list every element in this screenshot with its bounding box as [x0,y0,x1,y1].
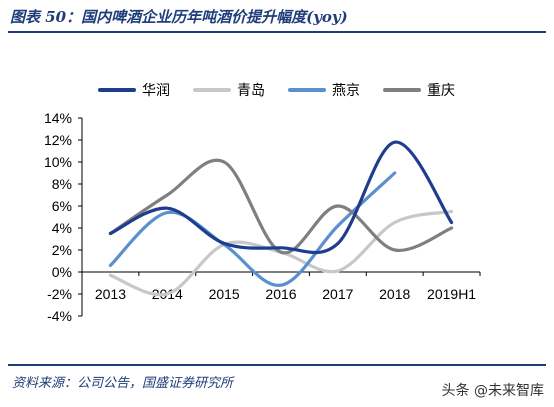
figure-title: 图表 50：国内啤酒企业历年吨酒价提升幅度(yoy) [10,8,348,26]
x-tick-label: 2018 [379,286,410,302]
y-tick-label: 10% [44,154,72,170]
y-tick-label: 14% [44,110,72,126]
legend-label: 重庆 [427,83,455,99]
y-tick-label: -2% [47,286,72,302]
series-line-3 [108,171,397,287]
y-axis: 14% 12% 10% 8% 6% 4% 2% 0% -2% -4% [44,110,83,324]
y-tick-label: 0% [52,264,72,280]
y-tick-label: 6% [52,198,72,214]
legend-label: 华润 [142,83,170,99]
y-tick-label: 8% [52,176,72,192]
x-tick-label: 2016 [265,286,296,302]
y-tick-label: 2% [52,242,72,258]
legend: 华润 青岛 燕京 重庆 [98,83,455,99]
x-tick-label: 2017 [322,286,353,302]
x-tick-label: 2019H1 [427,286,476,302]
y-tick-label: -4% [47,308,72,324]
y-tick-label: 12% [44,132,72,148]
series-line-1 [108,140,454,255]
y-tick-label: 4% [52,220,72,236]
x-tick-label: 2013 [95,286,126,302]
series-line-4 [108,158,454,255]
source-note: 资料来源：公司公告，国盛证券研究所 [12,376,234,391]
series-lines [108,140,454,297]
legend-label: 青岛 [237,83,265,99]
legend-label: 燕京 [332,83,360,99]
source-rule [8,364,546,366]
x-axis: 2013 2014 2015 2016 2017 2018 2019H1 [81,271,481,302]
x-tick-label: 2015 [209,286,240,302]
title-rule [8,31,546,33]
watermark: 头条 @未来智库 [441,383,544,399]
